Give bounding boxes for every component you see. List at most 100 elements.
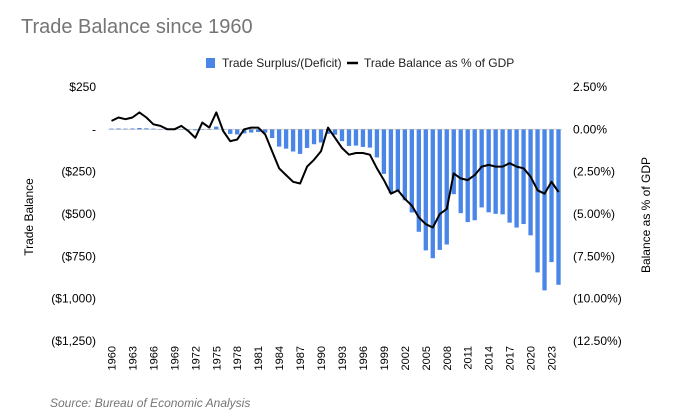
x-tick-label: 1993 <box>337 346 349 370</box>
y2-axis-label: Balance as % of GDP <box>639 157 653 273</box>
x-tick-label: 1987 <box>295 346 307 370</box>
bar-2007 <box>437 129 442 250</box>
bar-1974 <box>207 129 212 130</box>
legend-bar-swatch <box>206 58 215 68</box>
y-tick-label: ($1,250) <box>51 334 96 348</box>
bar-1985 <box>283 129 289 149</box>
bar-1978 <box>235 129 240 135</box>
bar-2015 <box>493 129 498 214</box>
bar-2020 <box>528 129 533 236</box>
bar-2008 <box>444 129 449 245</box>
bar-2003 <box>409 129 414 213</box>
bar-2010 <box>458 129 463 214</box>
bar-1977 <box>228 129 233 134</box>
x-tick-label: 1969 <box>169 346 181 370</box>
x-tick-label: 1999 <box>379 346 391 370</box>
bar-2023 <box>549 129 554 263</box>
bar-1964 <box>137 127 142 130</box>
bar-1992 <box>332 129 338 135</box>
bar-1991 <box>325 129 331 134</box>
x-axis-ticks: 1960 1963 1966 1969 1972 1975 1978 1981 1984 1987… <box>106 346 558 370</box>
right-axis-ticks: 2.50% 0.00% (2.50%) (5.00%) (7.50%) (10.00%) (… <box>573 80 622 348</box>
bar-1995 <box>353 129 359 146</box>
x-tick-label: 2002 <box>400 346 412 370</box>
y-tick-label: $250 <box>69 80 96 94</box>
x-tick-label: 2023 <box>547 346 559 370</box>
bar-1979 <box>242 129 247 134</box>
bar-2022 <box>542 129 547 291</box>
bar-1966 <box>151 128 156 130</box>
y-tick-label: - <box>92 122 96 136</box>
legend-bar-label: Trade Surplus/(Deficit) <box>222 56 342 70</box>
x-tick-label: 1975 <box>211 346 223 370</box>
x-tick-label: 2008 <box>442 346 454 370</box>
x-tick-label: 2020 <box>526 346 538 370</box>
x-tick-label: 2017 <box>505 346 517 370</box>
bar-2014 <box>486 129 491 213</box>
bar-2013 <box>479 129 484 208</box>
bar-1962 <box>123 128 128 130</box>
bar-1998 <box>374 129 380 158</box>
bar-2021 <box>535 129 540 273</box>
bar-1996 <box>360 129 366 147</box>
bar-1990 <box>318 129 324 143</box>
x-tick-label: 1981 <box>253 346 265 370</box>
bar-2011 <box>465 129 470 223</box>
bar-2001 <box>395 129 401 191</box>
chart-title: Trade Balance since 1960 <box>21 16 253 38</box>
y2-tick-label: (12.50%) <box>573 334 622 348</box>
x-tick-label: 1963 <box>127 346 139 370</box>
gdp-percent-line <box>111 111 560 229</box>
bar-1984 <box>276 129 282 147</box>
bar-1983 <box>269 129 275 138</box>
legend-line-label: Trade Balance as % of GDP <box>364 56 514 70</box>
y-tick-label: ($250) <box>61 165 96 179</box>
x-tick-label: 1984 <box>274 346 286 370</box>
bar-1960 <box>109 128 114 130</box>
y2-tick-label: (2.50%) <box>573 165 615 179</box>
x-tick-label: 1966 <box>148 346 160 370</box>
y2-tick-label: 0.00% <box>573 122 607 136</box>
bar-1970 <box>179 128 184 130</box>
bar-1967 <box>158 128 163 130</box>
bar-1981 <box>256 129 261 133</box>
left-axis-ticks: $250 - ($250) ($500) ($750) ($1,000) ($1,250) <box>51 80 96 348</box>
bar-2000 <box>388 129 394 194</box>
bar-1988 <box>304 129 310 148</box>
bar-series <box>109 126 561 291</box>
bar-2004 <box>416 129 421 232</box>
bar-1971 <box>186 129 191 130</box>
x-tick-label: 1960 <box>106 346 118 370</box>
y-tick-label: ($750) <box>61 249 96 263</box>
source-note: Source: Bureau of Economic Analysis <box>50 396 251 410</box>
x-tick-label: 2011 <box>463 346 475 370</box>
bar-1989 <box>311 129 317 145</box>
y-tick-label: ($500) <box>61 207 96 221</box>
bar-2009 <box>451 129 456 195</box>
bar-2018 <box>514 129 519 228</box>
bar-2006 <box>430 129 435 259</box>
bar-1963 <box>130 128 135 130</box>
bar-1993 <box>339 129 345 142</box>
y-axis-label: Trade Balance <box>22 178 36 256</box>
bar-1961 <box>116 128 121 130</box>
y2-tick-label: 2.50% <box>573 80 607 94</box>
bar-1982 <box>262 129 268 133</box>
bar-1999 <box>381 129 387 174</box>
y2-tick-label: (7.50%) <box>573 249 615 263</box>
bar-1965 <box>144 128 149 130</box>
bar-1972 <box>193 129 198 131</box>
x-tick-label: 1972 <box>190 346 202 370</box>
y2-tick-label: (5.00%) <box>573 207 615 221</box>
x-tick-label: 1978 <box>232 346 244 370</box>
bar-2016 <box>500 129 505 215</box>
bar-1975 <box>214 126 219 130</box>
bar-1997 <box>367 129 373 148</box>
y2-tick-label: (10.00%) <box>573 292 622 306</box>
bar-2017 <box>507 129 512 223</box>
bar-2024 <box>556 129 561 285</box>
bar-2019 <box>521 129 526 224</box>
bar-1994 <box>346 129 352 146</box>
bar-1980 <box>249 129 254 133</box>
bar-2005 <box>423 129 428 251</box>
